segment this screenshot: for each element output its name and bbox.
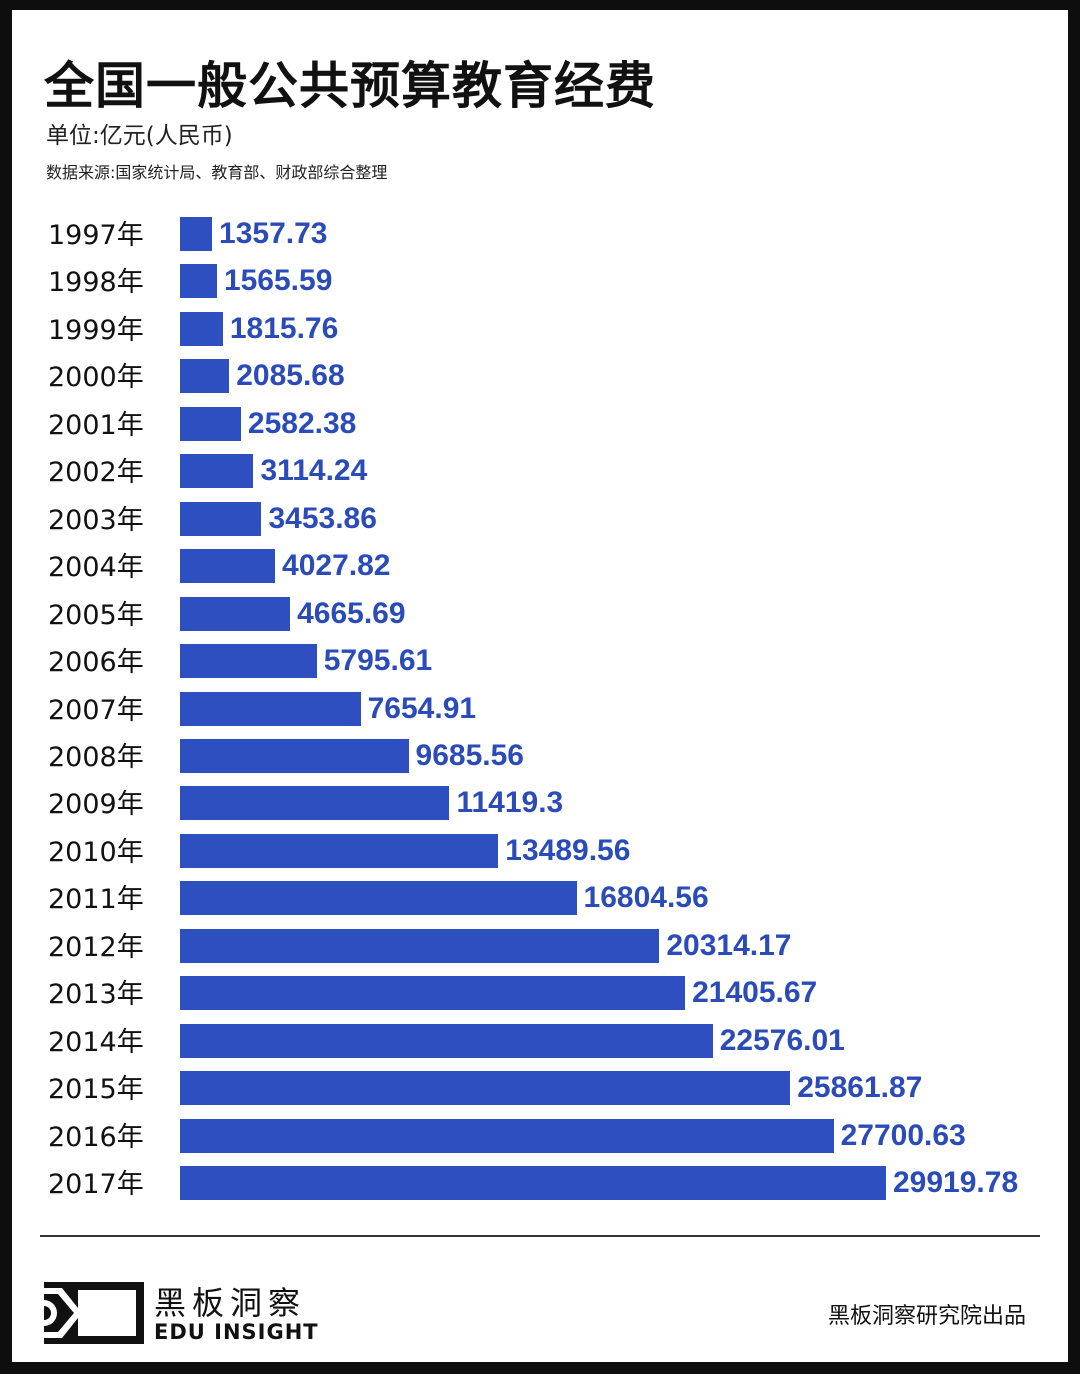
category-label: 2000年 — [48, 362, 144, 394]
chart-title: 全国一般公共预算教育经费 — [44, 57, 656, 115]
category-label: 2016年 — [48, 1121, 144, 1153]
chart-panel: 全国一般公共预算教育经费 单位:亿元(人民币) 数据来源:国家统计局、教育部、财… — [12, 10, 1068, 1362]
divider — [40, 1235, 1040, 1237]
bar-row: 2005年 4665.69 — [12, 596, 1068, 631]
bar-row: 1998年 1565.59 — [12, 264, 1068, 299]
category-label: 2009年 — [48, 789, 144, 821]
category-label: 1998年 — [48, 267, 144, 299]
bar — [180, 786, 450, 821]
category-label: 2003年 — [48, 504, 144, 536]
bar-row: 2011年 16804.56 — [12, 881, 1068, 916]
unit-label: 单位:亿元(人民币) — [46, 123, 233, 149]
category-label: 1999年 — [48, 314, 144, 346]
value-label: 25861.87 — [797, 1071, 923, 1105]
source-label: 数据来源:国家统计局、教育部、财政部综合整理 — [46, 163, 388, 182]
value-label: 5795.61 — [323, 644, 433, 678]
bar — [180, 501, 262, 536]
bar — [180, 691, 361, 726]
value-label: 1357.73 — [219, 217, 328, 250]
category-label: 2014年 — [48, 1026, 144, 1058]
value-label: 2582.38 — [247, 406, 357, 440]
value-label: 27700.63 — [840, 1118, 966, 1152]
category-label: 2006年 — [48, 647, 144, 679]
value-label: 3114.24 — [260, 454, 368, 488]
bar — [180, 976, 686, 1011]
category-label: 2015年 — [48, 1074, 144, 1106]
bar-row: 2001年 2582.38 — [12, 406, 1068, 441]
brand-name-en: EDU INSIGHT — [154, 1320, 319, 1344]
value-label: 21405.67 — [692, 976, 818, 1010]
value-label: 4027.82 — [282, 549, 391, 583]
value-label: 7654.91 — [367, 691, 477, 725]
bar — [180, 881, 577, 916]
value-label: 29919.78 — [893, 1166, 1019, 1199]
brand-name-cn: 黑板洞察 — [154, 1284, 307, 1322]
category-label: 2012年 — [48, 931, 144, 963]
category-label: 2010年 — [48, 836, 144, 868]
value-label: 1815.76 — [229, 311, 339, 345]
bar — [180, 596, 291, 631]
value-label: 16804.56 — [583, 881, 709, 915]
bar — [180, 1071, 791, 1106]
category-label: 2004年 — [48, 552, 144, 584]
bar-row: 2016年 27700.63 — [12, 1118, 1068, 1153]
bar-row: 2015年 25861.87 — [12, 1071, 1068, 1106]
bar — [180, 644, 317, 679]
category-label: 1997年 — [48, 220, 144, 251]
value-label: 11419.3 — [456, 786, 564, 820]
bar-row: 1997年 1357.73 — [12, 217, 1068, 251]
credit-text: 黑板洞察研究院出品 — [827, 1304, 1026, 1329]
bar — [180, 406, 241, 441]
category-label: 2017年 — [48, 1169, 144, 1200]
bar — [180, 311, 223, 346]
bar-row: 2006年 5795.61 — [12, 644, 1068, 679]
value-label: 2085.68 — [236, 359, 345, 393]
value-label: 20314.17 — [666, 928, 792, 962]
bar-row: 2010年 13489.56 — [12, 833, 1068, 868]
category-label: 2013年 — [48, 979, 144, 1011]
value-label: 9685.56 — [415, 738, 524, 772]
bar-row: 2000年 2085.68 — [12, 359, 1068, 394]
bar — [180, 833, 499, 868]
category-label: 2002年 — [48, 457, 144, 489]
bar — [180, 217, 213, 251]
bar-row: 2017年 29919.78 — [12, 1166, 1068, 1200]
value-label: 4665.69 — [297, 596, 406, 630]
bar-row: 2004年 4027.82 — [12, 549, 1068, 584]
edu-insight-logo-icon — [44, 1282, 144, 1344]
bar-row: 2009年 11419.3 — [12, 786, 1068, 821]
category-label: 2005年 — [48, 599, 144, 631]
bar — [180, 1023, 713, 1058]
value-label: 13489.56 — [505, 833, 631, 867]
category-label: 2007年 — [48, 694, 144, 726]
bar-row: 2007年 7654.91 — [12, 691, 1068, 726]
bar — [180, 264, 217, 299]
bar-row: 2012年 20314.17 — [12, 928, 1068, 963]
value-label: 1565.59 — [223, 264, 333, 298]
bar-row: 2014年 22576.01 — [12, 1023, 1068, 1058]
bar — [180, 1118, 834, 1153]
category-label: 2001年 — [48, 409, 144, 441]
value-label: 3453.86 — [268, 501, 377, 535]
bar-row: 2003年 3453.86 — [12, 501, 1068, 536]
bar — [180, 928, 660, 963]
bar — [180, 738, 409, 773]
category-label: 2011年 — [48, 884, 144, 916]
bar — [180, 359, 230, 394]
bar — [180, 549, 276, 584]
value-label: 22576.01 — [719, 1023, 845, 1057]
bar — [180, 454, 254, 489]
bar-row: 2002年 3114.24 — [12, 454, 1068, 489]
bar-row: 2008年 9685.56 — [12, 738, 1068, 773]
bar-row: 1999年 1815.76 — [12, 311, 1068, 346]
bar — [180, 1166, 886, 1200]
bar-row: 2013年 21405.67 — [12, 976, 1068, 1011]
category-label: 2008年 — [48, 741, 144, 773]
